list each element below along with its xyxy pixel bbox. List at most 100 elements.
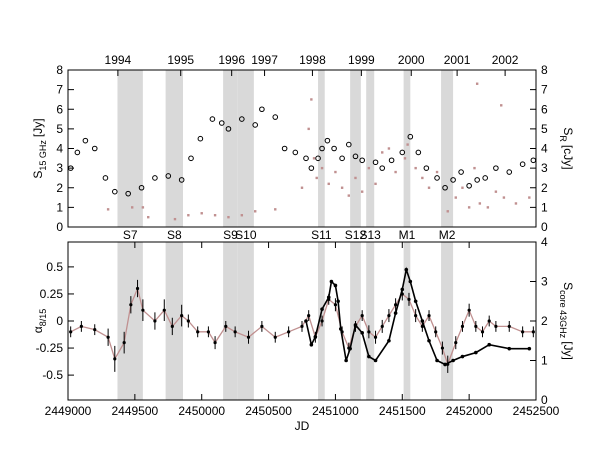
flux-point (82, 137, 89, 144)
optical-point (367, 166, 371, 170)
optical-point (227, 215, 230, 219)
core-point (408, 279, 413, 284)
flux-point (474, 177, 480, 183)
index-point (434, 330, 438, 334)
y-tick-label: 0 (56, 314, 63, 328)
flux-point (125, 190, 131, 197)
index-point (170, 324, 174, 329)
optical-point (360, 190, 364, 193)
optical-point (307, 127, 310, 131)
shaded-band (441, 70, 454, 227)
flux-point (138, 184, 145, 191)
optical-point (500, 104, 503, 107)
core-point (451, 358, 455, 363)
index-point (474, 324, 478, 329)
flux-point (324, 137, 331, 144)
index-point (196, 330, 200, 334)
optical-point (414, 166, 417, 170)
flux-point (308, 165, 315, 171)
index-point (93, 328, 97, 332)
shaded-band (117, 242, 143, 400)
index-point (333, 303, 338, 307)
y-axis-label-sub: 15 GHz (38, 140, 48, 171)
y-axis-label: S15 GHz [Jy] (31, 118, 48, 178)
index-point (367, 330, 371, 334)
core-point (320, 307, 324, 311)
y2-axis-label-unit: [Jy] (561, 341, 575, 360)
optical-point (240, 214, 244, 217)
flux-point (165, 173, 172, 179)
flux-point (434, 175, 440, 181)
optical-point (334, 170, 337, 174)
x-tick-label: 2449500 (111, 404, 158, 418)
y-tick-label: 0.5 (46, 260, 63, 274)
y-tick-label: 1 (56, 200, 63, 214)
shaded-band (223, 70, 238, 227)
index-point (186, 319, 190, 323)
shaded-band (403, 70, 411, 227)
optical-point (173, 217, 177, 221)
flux-point (423, 165, 430, 171)
y-axis-label-sub: 8/15 (38, 309, 48, 327)
index-point (454, 341, 458, 345)
optical-point (394, 170, 397, 174)
core-point (367, 354, 371, 359)
index-point (507, 324, 511, 329)
flux-point (388, 157, 395, 164)
flux-point (466, 182, 472, 189)
optical-point (387, 147, 391, 150)
y-tick-label: 8 (56, 63, 63, 77)
y2-tick-label: 4 (541, 142, 548, 156)
optical-point (300, 186, 304, 189)
optical-point (446, 210, 449, 213)
y2-tick-label: 0 (541, 220, 548, 234)
index-point (233, 330, 237, 334)
optical-point (200, 212, 203, 215)
optical-point (494, 190, 498, 193)
optical-point (403, 157, 407, 160)
index-point (373, 335, 378, 339)
index-point (307, 313, 311, 318)
flux-point (152, 175, 158, 181)
band-label: S11 (311, 228, 332, 242)
y2-tick-label: 3 (541, 161, 548, 175)
core-point (304, 319, 308, 323)
shaded-band (318, 70, 325, 227)
x2-tick-label: 1997 (251, 53, 278, 67)
x2-tick-label: 2000 (398, 53, 425, 67)
flux-point (239, 116, 245, 122)
optical-point (347, 194, 350, 197)
flux-point (112, 188, 118, 195)
optical-point (486, 206, 490, 209)
index-point (414, 313, 418, 318)
index-point (300, 324, 304, 329)
x-tick-label: 2452000 (446, 404, 493, 418)
x2-tick-label: 1998 (299, 53, 326, 67)
flux-point (493, 165, 499, 171)
optical-point (421, 176, 424, 180)
flux-point (352, 153, 359, 160)
index-point (213, 341, 217, 345)
series-line (70, 286, 534, 367)
core-point (413, 299, 418, 304)
core-point (329, 279, 334, 284)
core-point (348, 346, 352, 351)
index-point (531, 330, 535, 334)
flux-point (415, 149, 422, 156)
y2-tick-label: 1 (541, 354, 548, 368)
core-point (435, 358, 439, 363)
band-label: S12 (345, 228, 367, 242)
flux-point (225, 126, 232, 132)
flux-point (379, 165, 386, 171)
y2-tick-label: 5 (541, 122, 548, 136)
index-point (467, 308, 471, 312)
optical-point (467, 206, 471, 209)
optical-point (254, 210, 257, 213)
core-point (336, 299, 340, 304)
optical-point (427, 186, 431, 189)
x-tick-label: 2451000 (312, 404, 359, 418)
x-axis-label: JD (295, 419, 310, 433)
index-point (380, 324, 384, 329)
band-label: S13 (360, 228, 382, 242)
core-point (420, 319, 425, 323)
